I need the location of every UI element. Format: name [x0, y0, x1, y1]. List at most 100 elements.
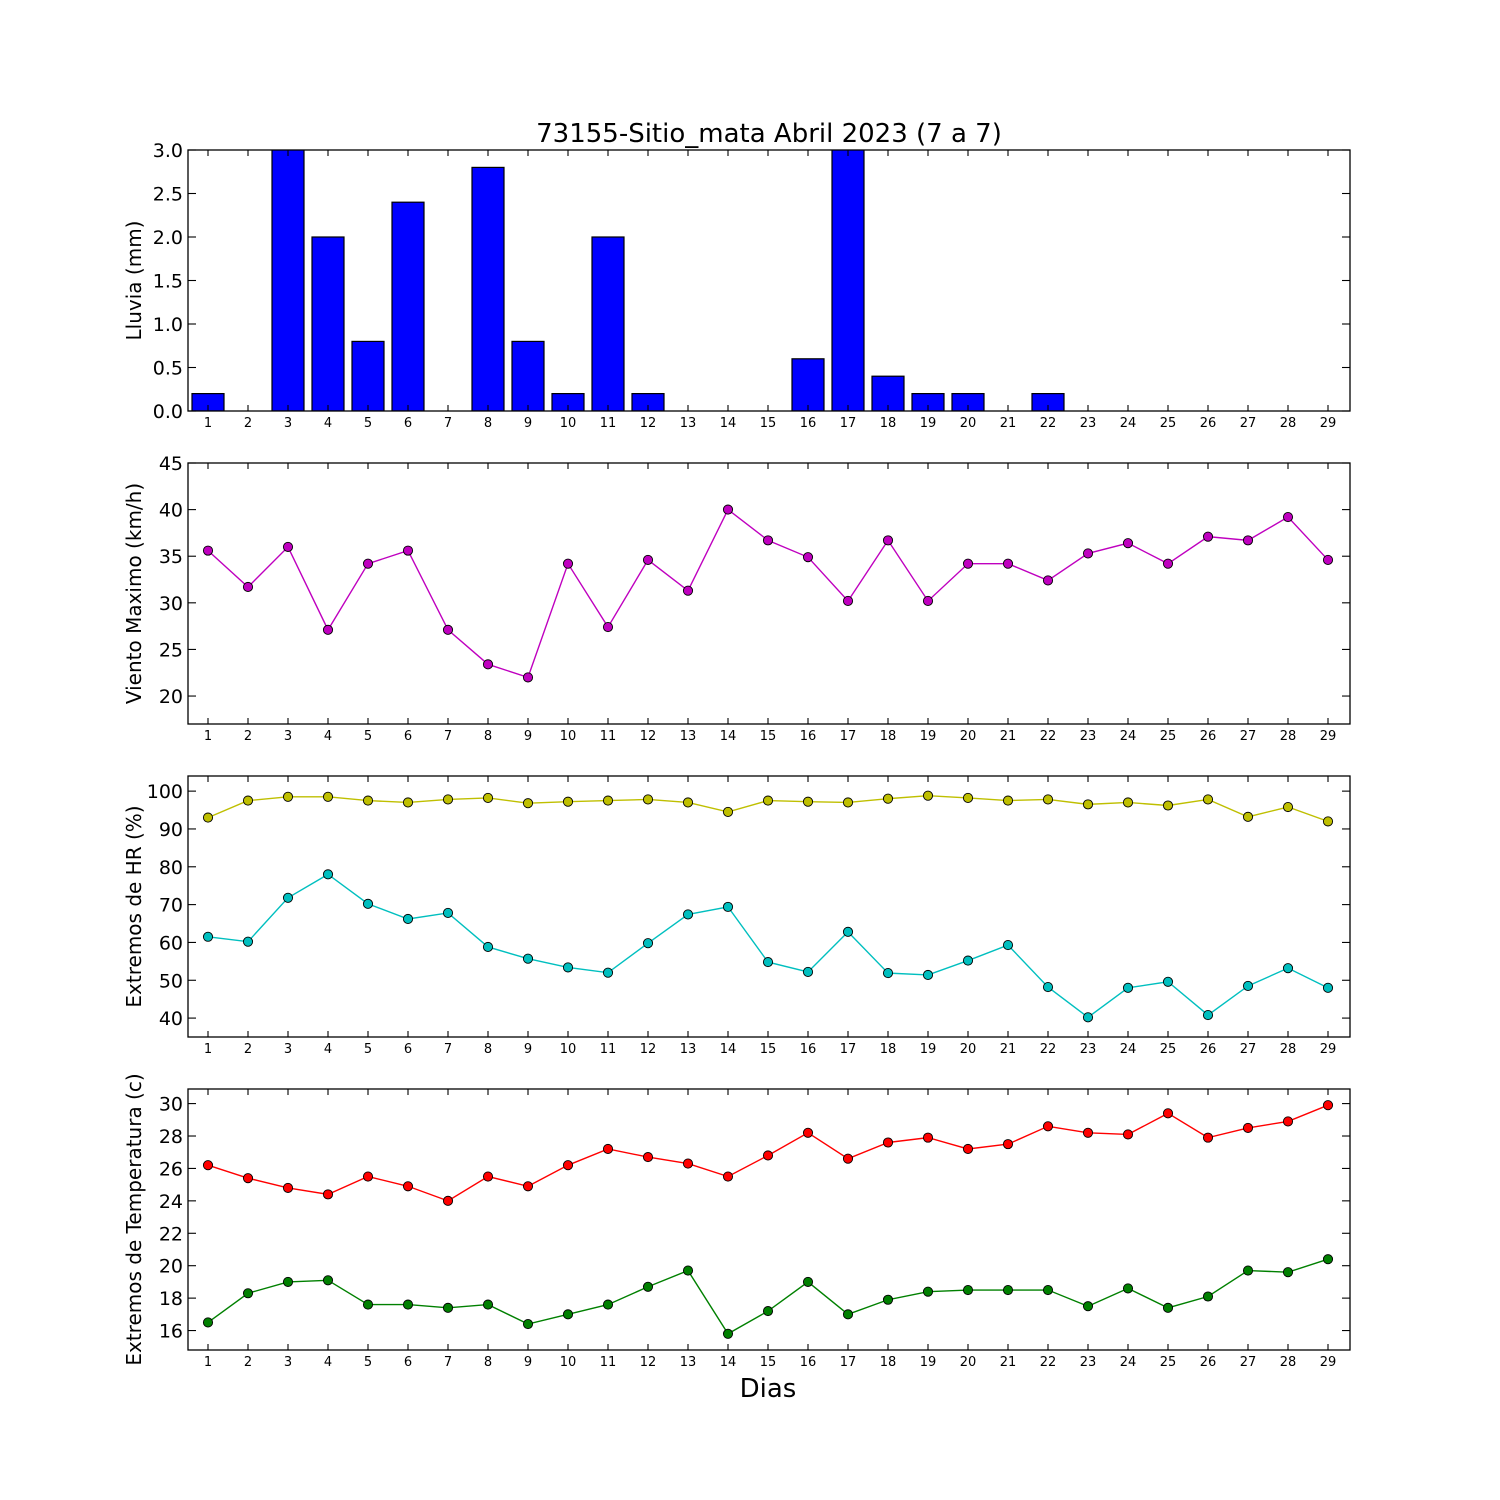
temperature-point: [1282, 1116, 1294, 1127]
y-tick-label: 100: [147, 781, 183, 803]
wind-point: [1002, 558, 1014, 569]
wind-plot-area: [202, 504, 1334, 683]
temperature-point: [922, 1132, 934, 1143]
rain-bar: [551, 393, 585, 411]
wind-point: [442, 624, 454, 635]
x-tick-label: 10: [560, 416, 577, 431]
x-tick-label: 18: [880, 729, 897, 744]
humidity-point: [642, 938, 654, 949]
humidity-point: [1002, 795, 1014, 806]
humidity-point: [682, 797, 694, 808]
humidity-point: [362, 898, 374, 909]
temperature-point: [602, 1299, 614, 1310]
y-tick-label: 16: [159, 1321, 183, 1343]
x-tick-label: 11: [600, 1042, 617, 1057]
wind-point: [402, 545, 414, 556]
temperature-point: [1322, 1100, 1334, 1111]
humidity-point: [762, 795, 774, 806]
wind-point: [962, 558, 974, 569]
x-tick-label: 20: [960, 416, 977, 431]
rain-bar: [271, 150, 305, 411]
x-tick-label: 10: [560, 1355, 577, 1370]
x-tick-label: 17: [840, 1355, 857, 1370]
temperature-point: [1202, 1132, 1214, 1143]
temperature-point: [882, 1137, 894, 1148]
temperature-point: [1122, 1129, 1134, 1140]
x-tick-label: 12: [640, 1355, 657, 1370]
temperature-y-axis-label: Extremos de Temperatura (c): [122, 1073, 146, 1365]
x-tick-label: 14: [720, 1355, 737, 1370]
rain-bar: [391, 201, 425, 411]
y-tick-label: 0.0: [153, 401, 183, 423]
y-tick-label: 0.5: [153, 358, 183, 380]
x-tick-label: 3: [284, 1042, 292, 1057]
y-tick-label: 70: [159, 895, 183, 917]
x-tick-label: 9: [524, 1355, 532, 1370]
x-tick-label: 20: [960, 1042, 977, 1057]
wind-point: [562, 558, 574, 569]
temperature-point: [642, 1281, 654, 1292]
humidity-point: [1282, 801, 1294, 813]
x-tick-label: 22: [1040, 1042, 1057, 1057]
rain-bar: [471, 166, 505, 411]
humidity-point: [202, 812, 214, 823]
humidity-point: [522, 953, 534, 964]
temperature-point: [562, 1160, 574, 1171]
x-tick-label: 6: [404, 1042, 412, 1057]
rain-bar: [1031, 393, 1065, 411]
temperature-point: [842, 1153, 854, 1164]
rain-bar: [951, 393, 985, 411]
wind-point: [1122, 538, 1134, 549]
x-tick-label: 27: [1240, 1355, 1257, 1370]
wind-point: [602, 622, 614, 633]
rain-bar: [591, 236, 625, 411]
rain-bar: [511, 340, 545, 411]
humidity-point: [322, 791, 334, 802]
y-tick-label: 3.0: [153, 140, 183, 162]
humidity-point: [1322, 816, 1334, 827]
x-tick-label: 11: [600, 416, 617, 431]
wind-point: [882, 535, 894, 546]
x-tick-label: 12: [640, 729, 657, 744]
humidity-point: [562, 962, 574, 973]
y-tick-label: 1.5: [153, 271, 183, 293]
temperature-point: [202, 1160, 214, 1171]
x-tick-label: 28: [1280, 1355, 1297, 1370]
x-tick-label: 7: [444, 416, 452, 431]
x-tick-label: 17: [840, 1042, 857, 1057]
humidity-point: [642, 794, 654, 805]
x-tick-label: 21: [1000, 1355, 1017, 1370]
temperature-point: [1242, 1122, 1254, 1133]
x-tick-label: 12: [640, 1042, 657, 1057]
temperature-point: [1122, 1283, 1134, 1294]
x-tick-label: 19: [920, 416, 937, 431]
x-tick-label: 29: [1320, 1355, 1337, 1370]
x-tick-label: 14: [720, 1042, 737, 1057]
x-tick-label: 18: [880, 1355, 897, 1370]
x-tick-label: 11: [600, 729, 617, 744]
humidity-point: [682, 909, 694, 920]
humidity-point: [322, 869, 334, 880]
temperature-point: [402, 1181, 414, 1192]
temperature-point: [402, 1299, 414, 1310]
humidity-point: [802, 966, 814, 977]
humidity-point: [1202, 1010, 1214, 1021]
x-tick-label: 27: [1240, 416, 1257, 431]
temperature-axes-frame: [187, 1088, 1351, 1351]
humidity-point: [482, 792, 494, 803]
temperature-point: [282, 1276, 294, 1287]
wind-point: [522, 672, 534, 683]
wind-point: [682, 585, 694, 596]
temperature-point: [842, 1309, 854, 1320]
y-tick-label: 24: [159, 1191, 183, 1213]
temperature-point: [1042, 1284, 1054, 1296]
humidity-point: [1042, 794, 1054, 805]
temperature-point: [202, 1317, 214, 1328]
wind-point: [1242, 535, 1254, 546]
wind-point: [1082, 548, 1094, 559]
wind-point: [842, 595, 854, 607]
x-tick-label: 15: [760, 1355, 777, 1370]
temperature-point: [802, 1276, 814, 1287]
